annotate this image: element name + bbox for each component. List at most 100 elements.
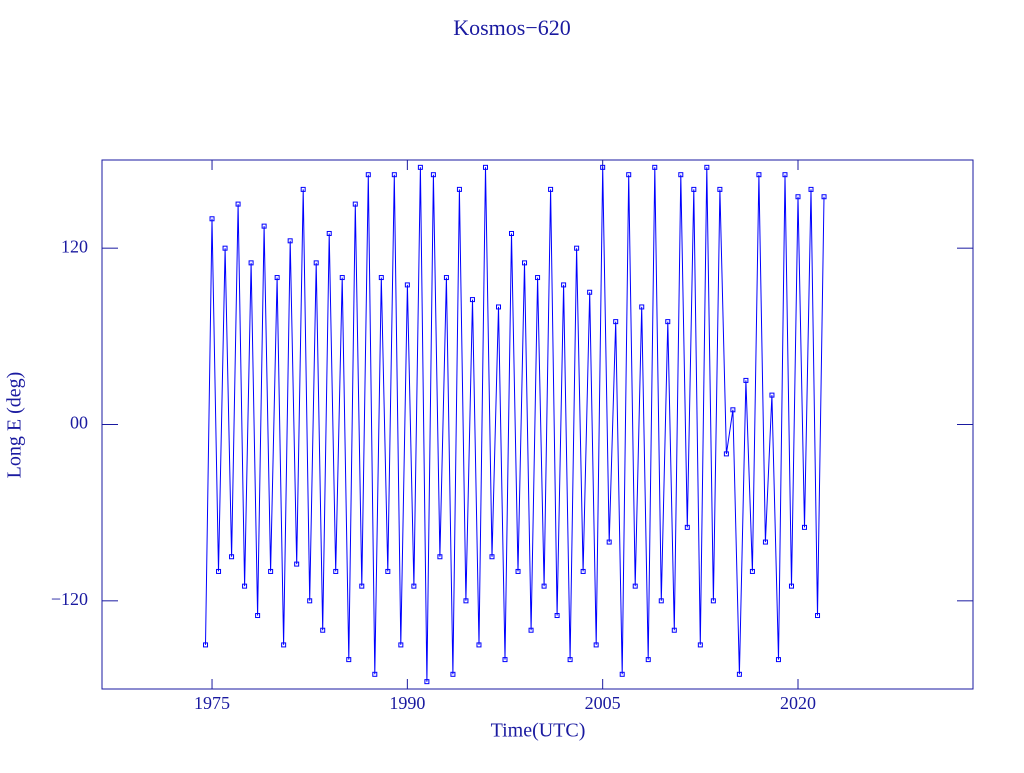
data-point [255, 613, 261, 619]
data-point [450, 671, 456, 677]
data-point [769, 392, 775, 398]
data-point [222, 245, 228, 251]
data-point [489, 554, 495, 560]
x-tick-label: 2005 [585, 693, 621, 713]
data-point [658, 598, 664, 604]
data-point [639, 304, 645, 310]
data-point [587, 289, 593, 295]
x-tick-label: 2020 [780, 693, 816, 713]
data-point [522, 260, 528, 266]
data-point [606, 539, 612, 545]
data-point [229, 554, 235, 560]
data-point [515, 568, 521, 574]
plot-frame [101, 159, 974, 690]
data-point [802, 524, 808, 530]
data-point [678, 172, 684, 178]
data-point [548, 186, 554, 192]
x-axis-label: Time(UTC) [491, 720, 586, 742]
data-point [300, 186, 306, 192]
data-point [248, 260, 254, 266]
data-point [736, 671, 742, 677]
data-point [378, 275, 384, 281]
data-point [574, 245, 580, 251]
data-point [307, 598, 313, 604]
data-point [762, 539, 768, 545]
data-point [411, 583, 417, 589]
data-point [619, 671, 625, 677]
x-tick-label: 1975 [194, 693, 230, 713]
data-point [645, 657, 651, 663]
data-point [684, 524, 690, 530]
data-point [788, 583, 794, 589]
data-point [326, 230, 332, 236]
data-point [815, 613, 821, 619]
x-tick-label: 1990 [389, 693, 425, 713]
data-point [580, 568, 586, 574]
data-point [287, 238, 293, 244]
data-point [593, 642, 599, 648]
data-point [463, 598, 469, 604]
data-point [235, 201, 241, 207]
data-point [665, 319, 671, 325]
data-point [417, 164, 423, 170]
data-point [274, 275, 280, 281]
data-point [313, 260, 319, 266]
data-point [723, 451, 729, 457]
data-point [385, 568, 391, 574]
data-point [430, 172, 436, 178]
data-point [203, 642, 209, 648]
data-point [795, 194, 801, 200]
data-point [372, 671, 378, 677]
data-point [567, 657, 573, 663]
data-point [391, 172, 397, 178]
data-point [443, 275, 449, 281]
data-point [437, 554, 443, 560]
data-point [281, 642, 287, 648]
data-point [697, 642, 703, 648]
y-tick-label: 00 [70, 413, 88, 433]
data-point [339, 275, 345, 281]
data-point [502, 657, 508, 663]
data-point [691, 186, 697, 192]
data-point [528, 627, 534, 633]
data-point [456, 186, 462, 192]
data-point [730, 407, 736, 413]
data-point [333, 568, 339, 574]
data-point [808, 186, 814, 192]
data-point [749, 568, 755, 574]
data-point [613, 319, 619, 325]
data-point [365, 172, 371, 178]
data-point [359, 583, 365, 589]
data-point [717, 186, 723, 192]
data-point [346, 657, 352, 663]
y-tick-label: 120 [61, 236, 88, 256]
data-point [209, 216, 215, 222]
data-point [404, 282, 410, 288]
data-point [398, 642, 404, 648]
chart-title: Kosmos−620 [453, 15, 571, 40]
y-axis-label: Long E (deg) [4, 372, 26, 479]
data-point [476, 642, 482, 648]
series-line [205, 167, 825, 682]
data-point [561, 282, 567, 288]
data-point [775, 657, 781, 663]
data-point [320, 627, 326, 633]
data-point [496, 304, 502, 310]
data-point [782, 172, 788, 178]
data-point [294, 561, 300, 567]
data-point [482, 164, 488, 170]
data-point [756, 172, 762, 178]
data-point [424, 679, 430, 685]
data-point [710, 598, 716, 604]
data-point [469, 297, 475, 303]
data-point [352, 201, 358, 207]
data-point [652, 164, 658, 170]
data-point [821, 194, 827, 200]
data-point [541, 583, 547, 589]
data-point [704, 164, 710, 170]
y-tick-label: −120 [51, 589, 88, 609]
data-point [600, 164, 606, 170]
data-point [626, 172, 632, 178]
data-point [743, 377, 749, 383]
